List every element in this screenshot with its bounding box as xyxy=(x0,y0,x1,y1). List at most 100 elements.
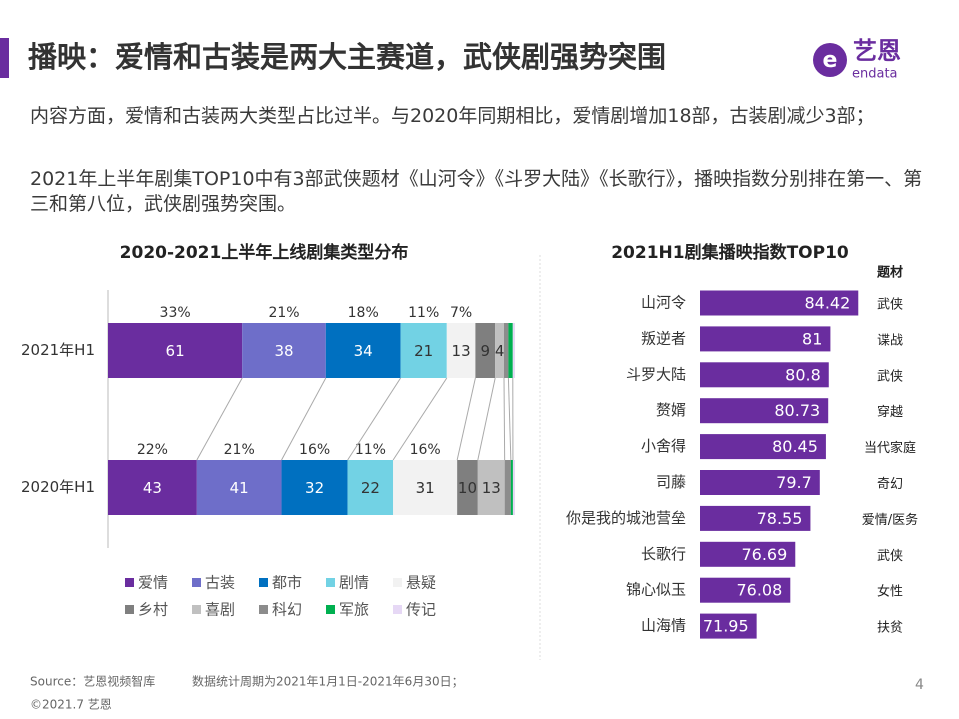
genre-label: 当代家庭 xyxy=(864,440,916,456)
legend-swatch xyxy=(259,578,268,587)
copyright: ©2021.7 艺恩 xyxy=(30,698,112,712)
legend-swatch xyxy=(393,578,402,587)
slide-title: 播映：爱情和古装是两大主赛道，武侠剧强势突围 xyxy=(28,40,666,74)
value-label: 13 xyxy=(482,479,501,497)
value-label: 31 xyxy=(416,479,435,497)
value-label: 80.73 xyxy=(774,401,820,420)
logo-icon-letter: e xyxy=(823,48,838,73)
value-label: 61 xyxy=(166,342,185,360)
bar-segment xyxy=(108,323,243,378)
share-label: 21% xyxy=(268,305,299,321)
value-label: 76.69 xyxy=(741,545,787,564)
share-label: 21% xyxy=(224,442,255,458)
share-label: 11% xyxy=(408,305,439,321)
legend-label: 传记 xyxy=(406,601,436,619)
y-tick-label: 2021年H1 xyxy=(21,341,95,359)
bar xyxy=(700,613,757,639)
bar-segment xyxy=(495,323,504,378)
logo: e 艺恩 endata xyxy=(813,37,901,82)
bar-segment xyxy=(512,323,515,378)
bar xyxy=(700,362,829,388)
y-tick-label: 2020年H1 xyxy=(21,478,95,496)
bar-segment xyxy=(281,460,348,515)
genre-label: 穿越 xyxy=(877,404,903,420)
share-label: 18% xyxy=(348,305,379,321)
value-label: 84.42 xyxy=(804,294,850,313)
title-accent xyxy=(0,38,9,78)
bar-segment xyxy=(400,323,447,378)
bar-segment xyxy=(108,460,197,515)
value-label: 79.7 xyxy=(776,473,812,492)
connector xyxy=(503,377,506,461)
legend-label: 科幻 xyxy=(272,601,302,619)
y-tick-label: 山海情 xyxy=(641,617,686,635)
genre-label: 奇幻 xyxy=(877,476,903,492)
genre-title: 题材 xyxy=(877,265,903,281)
connector xyxy=(456,377,476,461)
legend-swatch xyxy=(125,578,134,587)
legend-label: 古装 xyxy=(205,574,235,592)
genre-label: 扶贫 xyxy=(877,620,903,636)
chart-title: 2021H1剧集播映指数TOP10 xyxy=(611,242,849,263)
y-tick-label: 山河令 xyxy=(641,294,686,312)
bar-segment xyxy=(196,460,282,515)
share-label: 22% xyxy=(137,442,168,458)
value-label: 81 xyxy=(802,329,822,348)
bar-segment xyxy=(446,323,476,378)
value-label: 32 xyxy=(305,479,324,497)
bar-segment xyxy=(393,460,458,515)
value-label: 4 xyxy=(495,342,505,360)
legend-label: 爱情 xyxy=(138,574,168,592)
y-tick-label: 叛逆者 xyxy=(641,329,686,347)
y-tick-label: 小舍得 xyxy=(641,437,686,455)
bar xyxy=(700,505,811,531)
value-label: 43 xyxy=(143,479,162,497)
value-label: 41 xyxy=(230,479,249,497)
paragraph: 内容方面，爱情和古装两大类型占比过半。与2020年同期相比，爱情剧增加18部，古… xyxy=(30,105,875,127)
value-label: 34 xyxy=(354,342,373,360)
bar-segment xyxy=(512,460,515,515)
share-label: 16% xyxy=(299,442,330,458)
bar-segment xyxy=(510,460,513,515)
legend-label: 乡村 xyxy=(138,601,168,619)
bar xyxy=(700,541,796,567)
bar xyxy=(700,434,826,460)
legend-label: 悬疑 xyxy=(406,574,436,592)
share-label: 16% xyxy=(410,442,441,458)
paragraph: 2021年上半年剧集TOP10中有3部武侠题材《山河令》《斗罗大陆》《长歌行》，… xyxy=(30,168,923,215)
share-label: 33% xyxy=(160,305,191,321)
bar xyxy=(700,470,820,495)
page-number: 4 xyxy=(915,677,924,693)
source: Source：艺恩视频智库 xyxy=(30,674,155,689)
value-label: 80.45 xyxy=(772,437,818,456)
genre-label: 武侠 xyxy=(877,369,903,384)
legend-label: 喜剧 xyxy=(205,601,235,619)
legend-swatch xyxy=(326,578,335,587)
value-label: 13 xyxy=(452,342,471,360)
legend-swatch xyxy=(259,605,268,614)
bar-segment xyxy=(477,460,505,515)
bar xyxy=(700,326,831,352)
logo-cn: 艺恩 xyxy=(853,37,901,65)
bar xyxy=(700,398,829,424)
logo-icon xyxy=(813,43,847,77)
value-label: 78.55 xyxy=(757,509,803,528)
value-label: 22 xyxy=(361,479,380,497)
bar-segment xyxy=(242,323,326,378)
bar-segment xyxy=(504,460,511,515)
legend-swatch xyxy=(326,605,335,614)
value-label: 76.08 xyxy=(736,581,782,600)
genre-label: 武侠 xyxy=(877,298,903,313)
connector xyxy=(392,377,448,461)
value-label: 80.8 xyxy=(785,365,821,384)
value-label: 9 xyxy=(481,342,491,360)
logo-en: endata xyxy=(852,67,898,82)
connector xyxy=(281,377,327,461)
genre-label: 谍战 xyxy=(877,333,903,348)
legend-swatch xyxy=(393,605,402,614)
genre-label: 武侠 xyxy=(877,549,903,564)
connector xyxy=(507,377,512,461)
bar xyxy=(700,577,791,603)
value-label: 38 xyxy=(274,342,293,360)
